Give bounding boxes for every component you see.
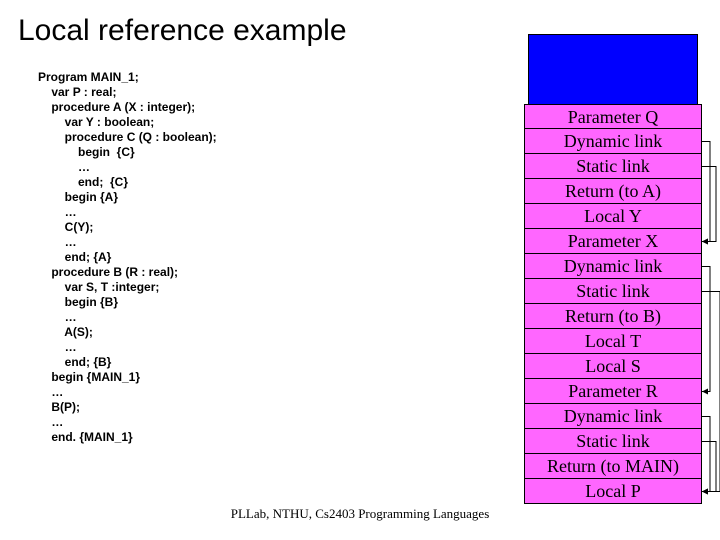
stack-cell: Local P [524, 479, 702, 504]
footer-text: PLLab, NTHU, Cs2403 Programming Language… [231, 506, 490, 522]
code-line: end; {A} [38, 250, 217, 265]
code-line: procedure B (R : real); [38, 265, 217, 280]
stack-cell: Parameter X [524, 229, 702, 254]
stack-cell: Static link [524, 154, 702, 179]
code-line: var Y : boolean; [38, 115, 217, 130]
code-line: begin {MAIN_1} [38, 370, 217, 385]
code-line: procedure C (Q : boolean); [38, 130, 217, 145]
code-line: … [38, 160, 217, 175]
code-line: … [38, 310, 217, 325]
code-line: A(S); [38, 325, 217, 340]
code-line: begin {A} [38, 190, 217, 205]
code-line: end; {C} [38, 175, 217, 190]
stack-cell: Return (to B) [524, 304, 702, 329]
stack-cell: Return (to MAIN) [524, 454, 702, 479]
stack-cell: Parameter R [524, 379, 702, 404]
stack-cell: Dynamic link [524, 129, 702, 154]
code-block: Program MAIN_1; var P : real; procedure … [38, 70, 217, 445]
stack-cell: Parameter Q [524, 104, 702, 129]
code-line: … [38, 340, 217, 355]
stack-top-blue [528, 34, 698, 106]
code-line: var S, T :integer; [38, 280, 217, 295]
stack-cell: Dynamic link [524, 254, 702, 279]
code-line: … [38, 385, 217, 400]
code-line: begin {C} [38, 145, 217, 160]
stack-cell: Local T [524, 329, 702, 354]
code-line: C(Y); [38, 220, 217, 235]
stack-cell: Static link [524, 429, 702, 454]
code-line: var P : real; [38, 85, 217, 100]
code-line: … [38, 235, 217, 250]
code-line: end. {MAIN_1} [38, 430, 217, 445]
code-line: … [38, 415, 217, 430]
code-line: end; {B} [38, 355, 217, 370]
stack-cell: Static link [524, 279, 702, 304]
stack-cell: Local Y [524, 204, 702, 229]
stack-cell: Local S [524, 354, 702, 379]
code-line: … [38, 205, 217, 220]
code-line: Program MAIN_1; [38, 70, 217, 85]
code-line: B(P); [38, 400, 217, 415]
code-line: begin {B} [38, 295, 217, 310]
stack-cell: Dynamic link [524, 404, 702, 429]
stack-container: Parameter QDynamic linkStatic linkReturn… [524, 104, 702, 504]
stack-cell: Return (to A) [524, 179, 702, 204]
code-line: procedure A (X : integer); [38, 100, 217, 115]
